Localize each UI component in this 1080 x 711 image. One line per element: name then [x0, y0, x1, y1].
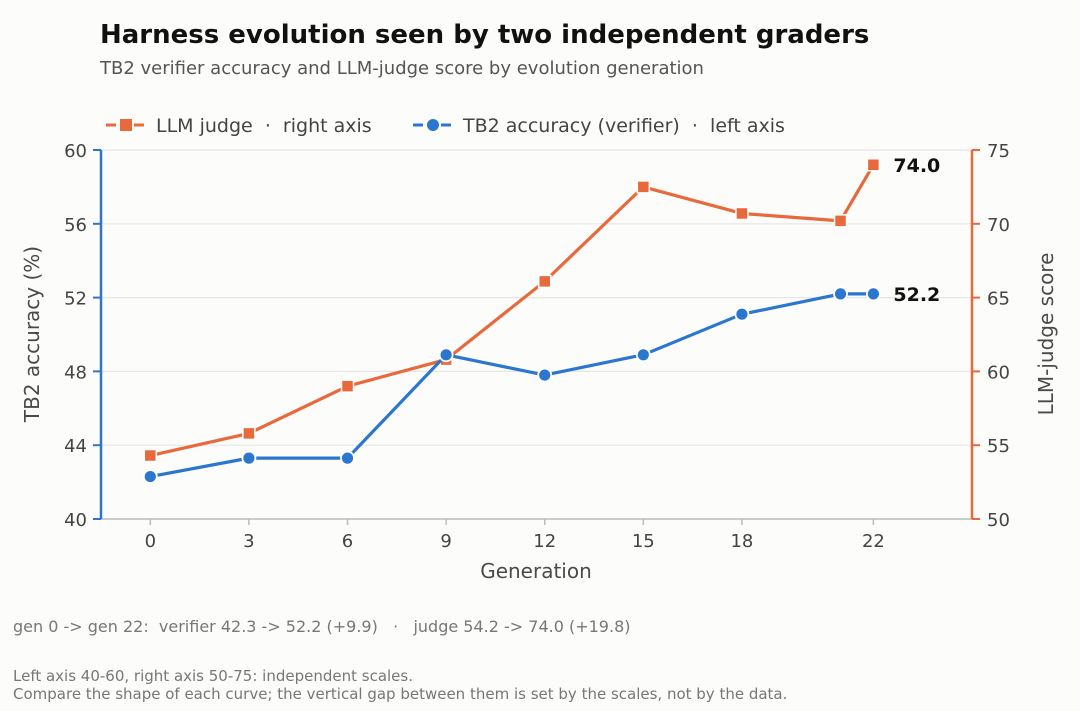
data-point-tb2-accuracy — [142, 469, 158, 484]
data-point-llm-judge — [143, 448, 158, 463]
data-point-tb2-accuracy — [734, 306, 750, 322]
scale-note-line-1: Left axis 40-60, right axis 50-75: indep… — [13, 667, 413, 685]
series-llm-judge: 74.0 — [143, 155, 940, 463]
data-point-llm-judge — [636, 180, 651, 194]
data-point-tb2-accuracy — [833, 286, 848, 302]
y-tick-label-left: 52 — [64, 289, 87, 310]
y-tick-label-right: 65 — [987, 289, 1010, 310]
data-point-tb2-accuracy — [865, 286, 881, 302]
summary-annotation: gen 0 -> gen 22: verifier 42.3 -> 52.2 (… — [13, 617, 630, 636]
y-tick-label-left: 48 — [64, 362, 87, 383]
gridlines — [101, 149, 972, 446]
data-point-tb2-accuracy — [241, 450, 257, 466]
axes: 0 3 6 9 12 15 18 22 40 44 48 52 56 60 50 55 60 65 70 75 — [64, 141, 1010, 552]
legend-item-llm-judge: LLM judge · right axis — [106, 115, 372, 137]
x-tick-label: 22 — [862, 531, 885, 552]
data-point-llm-judge — [833, 214, 848, 228]
legend-label-llm-judge: LLM judge · right axis — [156, 115, 372, 137]
data-point-tb2-accuracy — [635, 347, 651, 363]
data-point-llm-judge — [866, 158, 881, 172]
legend-marker-square — [120, 119, 132, 131]
data-point-llm-judge — [735, 206, 749, 221]
legend-marker-circle — [427, 119, 439, 131]
y-tick-label-right: 60 — [987, 362, 1010, 383]
x-axis-label: Generation — [480, 559, 592, 583]
y-tick-label-left: 40 — [64, 510, 87, 531]
y-tick-label-right: 75 — [987, 141, 1010, 162]
x-tick-label: 0 — [145, 531, 156, 552]
y-tick-label-right: 50 — [987, 510, 1010, 531]
y-axis-label-left: TB2 accuracy (%) — [20, 246, 44, 423]
end-label-llm-judge: 74.0 — [893, 155, 940, 177]
end-label-tb2-accuracy: 52.2 — [893, 284, 940, 306]
chart-subtitle: TB2 verifier accuracy and LLM-judge scor… — [99, 58, 704, 79]
data-point-llm-judge — [537, 274, 552, 289]
x-tick-label: 18 — [730, 531, 753, 552]
y-tick-label-right: 55 — [987, 436, 1010, 457]
x-tick-label: 9 — [440, 531, 451, 552]
x-tick-label: 6 — [342, 531, 353, 552]
data-point-llm-judge — [242, 426, 256, 441]
chart-title: Harness evolution seen by two independen… — [100, 20, 869, 50]
legend-label-tb2-accuracy: TB2 accuracy (verifier) · left axis — [462, 115, 785, 137]
legend: LLM judge · right axis TB2 accuracy (ver… — [106, 115, 785, 137]
x-tick-label: 3 — [243, 531, 254, 552]
y-axis-label-right: LLM-judge score — [1034, 253, 1058, 416]
series-tb2-accuracy: 52.2 — [142, 284, 940, 484]
legend-item-tb2-accuracy: TB2 accuracy (verifier) · left axis — [413, 115, 785, 137]
x-tick-label: 15 — [632, 531, 655, 552]
scale-note-line-2: Compare the shape of each curve; the ver… — [13, 685, 787, 703]
series-line-tb2-accuracy — [150, 292, 874, 479]
x-tick-label: 12 — [533, 531, 556, 552]
data-point-tb2-accuracy — [438, 347, 454, 363]
y-tick-label-left: 56 — [64, 215, 87, 236]
data-point-tb2-accuracy — [340, 450, 355, 466]
y-tick-label-left: 60 — [64, 141, 87, 162]
data-point-llm-judge — [340, 379, 355, 393]
y-tick-label-left: 44 — [64, 436, 87, 457]
data-point-tb2-accuracy — [537, 367, 553, 383]
series-layer: 74.0 52.2 — [142, 155, 940, 484]
y-tick-label-right: 70 — [987, 215, 1010, 236]
